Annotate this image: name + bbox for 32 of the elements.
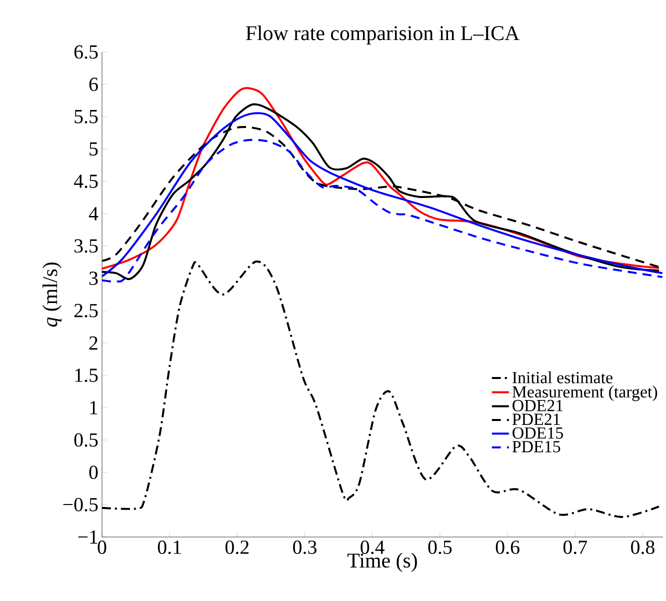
y-tick-label: 5 <box>90 142 98 156</box>
y-tick-label: 1.5 <box>75 368 98 382</box>
y-tick-label: 3.5 <box>74 239 98 253</box>
x-axis-title: Time (s) <box>348 552 417 572</box>
chart-title: Flow rate comparision in L–ICA <box>246 26 520 44</box>
y-tick-label: 4 <box>88 207 98 220</box>
x-tick-label: 0.7 <box>563 540 588 554</box>
y-tick-label: 3 <box>89 272 98 286</box>
legend-label: PDE21 <box>512 414 560 425</box>
x-tick-label: 0.8 <box>631 540 654 554</box>
legend-label: Initial estimate <box>512 371 612 384</box>
legend-label: ODE21 <box>512 400 563 412</box>
y-tick-label: 6 <box>89 78 98 92</box>
y-tick-label: 2.5 <box>74 304 98 318</box>
x-tick-label: 0.2 <box>225 540 249 554</box>
x-tick-label: 0.5 <box>428 540 452 554</box>
y-tick-label: 5.5 <box>74 110 98 124</box>
y-axis-title: q (ml/s) <box>42 262 62 327</box>
legend-label: ODE15 <box>512 427 563 439</box>
y-tick-label: 0 <box>89 466 98 480</box>
y-tick-label: 6.5 <box>74 45 98 59</box>
y-tick-label: −1 <box>78 530 98 544</box>
x-tick-label: 0.6 <box>496 540 520 554</box>
x-tick-label: 0.4 <box>360 540 385 554</box>
y-tick-label: 4.5 <box>74 174 98 188</box>
legend-label: PDE15 <box>512 441 560 452</box>
y-tick-label: 1 <box>90 401 98 414</box>
x-tick-label: 0.1 <box>158 540 181 554</box>
y-tick-label: 0.5 <box>74 433 98 447</box>
y-tick-label: −0.5 <box>63 498 98 512</box>
y-tick-label: 2 <box>89 336 98 350</box>
x-tick-label: 0.3 <box>293 540 316 554</box>
